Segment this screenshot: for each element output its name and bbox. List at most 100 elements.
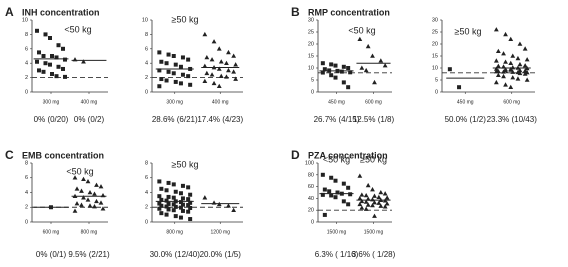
data-point bbox=[166, 52, 171, 57]
data-point bbox=[378, 190, 384, 195]
data-point bbox=[164, 188, 169, 193]
data-point bbox=[164, 78, 169, 83]
data-point bbox=[171, 208, 176, 213]
data-point bbox=[346, 85, 351, 90]
data-point bbox=[79, 188, 84, 193]
panel-title: PZA concentration bbox=[308, 150, 388, 160]
data-point bbox=[159, 197, 164, 202]
data-point bbox=[327, 189, 332, 194]
annotation: 6.3% ( 1/16) bbox=[315, 250, 359, 259]
data-point bbox=[493, 69, 499, 74]
data-point bbox=[333, 195, 338, 200]
data-point bbox=[62, 74, 67, 79]
data-point bbox=[171, 195, 176, 200]
y-tick-label: 2 bbox=[25, 205, 28, 211]
data-point bbox=[81, 59, 86, 64]
y-tick-label: 0 bbox=[145, 89, 148, 95]
data-point bbox=[501, 69, 506, 74]
data-point bbox=[159, 203, 164, 208]
data-point bbox=[333, 63, 338, 68]
y-tick-label: 4 bbox=[25, 61, 28, 67]
annotation: 20.0% (1/5) bbox=[200, 250, 242, 259]
y-tick-label: 2 bbox=[25, 75, 28, 81]
group-title: <50 kg bbox=[323, 154, 350, 164]
data-point bbox=[218, 59, 224, 64]
data-point bbox=[202, 78, 208, 83]
data-point bbox=[329, 193, 334, 198]
data-point bbox=[357, 195, 363, 201]
data-point bbox=[346, 185, 351, 190]
data-point bbox=[517, 41, 523, 46]
data-point bbox=[186, 185, 191, 190]
data-point bbox=[376, 194, 382, 200]
data-point bbox=[202, 63, 208, 68]
data-point bbox=[211, 80, 217, 86]
y-tick-label: 6 bbox=[25, 175, 28, 181]
data-point bbox=[94, 182, 99, 187]
data-point bbox=[56, 64, 61, 69]
data-point bbox=[186, 74, 191, 79]
data-point bbox=[216, 66, 222, 71]
data-point bbox=[178, 81, 183, 86]
data-point bbox=[166, 180, 171, 185]
data-point bbox=[48, 62, 52, 67]
data-point bbox=[378, 58, 384, 63]
data-point bbox=[365, 43, 371, 49]
data-point bbox=[157, 194, 162, 199]
data-point bbox=[180, 208, 185, 213]
data-point bbox=[166, 201, 171, 206]
y-tick-label: 0 bbox=[311, 89, 314, 95]
data-point bbox=[333, 75, 338, 80]
data-point bbox=[226, 49, 231, 55]
data-point bbox=[159, 186, 164, 191]
x-tick-label: 800 mg bbox=[166, 229, 183, 235]
data-point bbox=[372, 79, 377, 85]
y-tick-label: 10 bbox=[142, 17, 148, 23]
annotation: 0% (0/1) bbox=[36, 250, 67, 259]
data-point bbox=[157, 179, 162, 184]
data-point bbox=[363, 199, 369, 204]
data-point bbox=[335, 190, 340, 195]
data-point bbox=[357, 173, 363, 178]
y-tick-label: 2 bbox=[145, 205, 148, 211]
data-point bbox=[359, 65, 365, 70]
data-point bbox=[363, 206, 369, 211]
data-point bbox=[517, 67, 523, 73]
data-point bbox=[515, 76, 521, 81]
data-point bbox=[508, 66, 514, 71]
data-point bbox=[171, 71, 176, 76]
data-point bbox=[457, 85, 462, 90]
data-point bbox=[501, 51, 506, 56]
subplot-title: <50 kg bbox=[64, 24, 91, 34]
y-tick-label: 20 bbox=[432, 41, 438, 47]
y-tick-label: 40 bbox=[308, 196, 314, 202]
data-point bbox=[517, 61, 523, 67]
y-tick-label: 4 bbox=[25, 190, 28, 196]
annotation: 9.5% (2/21) bbox=[68, 250, 110, 259]
data-point bbox=[341, 181, 346, 186]
panel-title: EMB concentration bbox=[22, 150, 104, 160]
y-tick-label: 30 bbox=[432, 17, 438, 23]
data-point bbox=[100, 206, 106, 211]
y-tick-label: 10 bbox=[22, 17, 28, 23]
data-point bbox=[204, 54, 210, 60]
subplot-title: <50 kg bbox=[348, 25, 375, 35]
data-point bbox=[41, 54, 46, 58]
data-point bbox=[447, 67, 452, 72]
data-point bbox=[37, 50, 42, 55]
data-point bbox=[372, 193, 377, 198]
data-point bbox=[376, 200, 382, 205]
data-point bbox=[231, 53, 237, 58]
data-point bbox=[493, 27, 499, 32]
x-tick-label: 400 mg bbox=[81, 99, 98, 105]
data-point bbox=[510, 53, 516, 58]
data-point bbox=[382, 204, 388, 209]
data-point bbox=[72, 208, 78, 213]
data-point bbox=[224, 74, 229, 79]
data-point bbox=[50, 54, 54, 58]
data-point bbox=[370, 53, 375, 58]
data-point bbox=[188, 217, 193, 222]
annotation: 26.7% (4/15) bbox=[314, 115, 360, 124]
x-tick-label: 600 mg bbox=[43, 229, 60, 235]
data-point bbox=[348, 192, 353, 197]
